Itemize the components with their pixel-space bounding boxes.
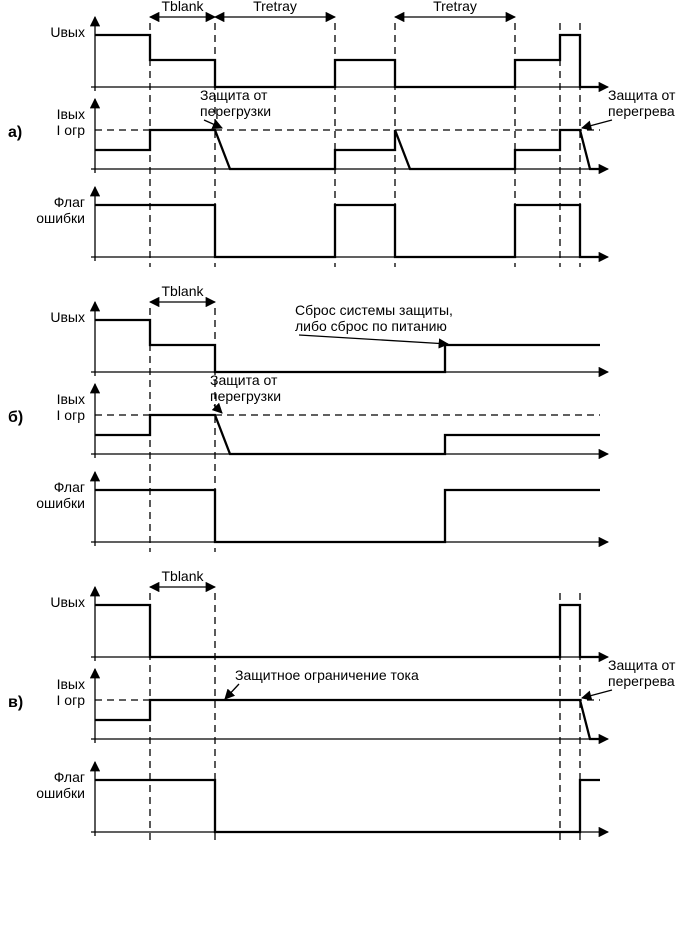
b-i-label: Iвых — [57, 391, 85, 407]
a-u-signal — [95, 35, 600, 87]
panel-label-c: в) — [8, 694, 23, 711]
a-overload-text-0: Защита от — [200, 87, 268, 103]
c-i-signal — [95, 700, 600, 739]
a-overload-arrow — [204, 120, 222, 128]
b-i-label2: I огр — [57, 407, 86, 423]
a-overload-text-1: перегрузки — [200, 103, 271, 119]
c-f-label: Флаг — [54, 769, 85, 785]
c-f-label2: ошибки — [36, 785, 85, 801]
c-ilimit-text-0: Защитное ограничение тока — [235, 667, 419, 683]
a-tblank-label: Tblank — [161, 0, 204, 14]
a-f-label: Флаг — [54, 194, 85, 210]
a-u-label: Uвых — [50, 24, 85, 40]
c-tblank-label: Tblank — [161, 568, 204, 584]
a-tretray-0-label: Tretray — [253, 0, 297, 14]
b-overload-text-0: Защита от — [210, 372, 278, 388]
c-u-label: Uвых — [50, 594, 85, 610]
b-f-signal — [95, 490, 600, 542]
b-reset-arrow — [299, 335, 448, 344]
b-f-label: Флаг — [54, 479, 85, 495]
c-f-signal — [95, 780, 600, 832]
c-i-label2: I огр — [57, 692, 86, 708]
a-f-label2: ошибки — [36, 210, 85, 226]
c-ilimit-arrow — [225, 684, 239, 699]
a-i-label2: I огр — [57, 122, 86, 138]
c-i-label: Iвых — [57, 676, 85, 692]
c-overheat-text-0: Защита от — [608, 657, 676, 673]
a-i-label: Iвых — [57, 106, 85, 122]
b-reset-text-1: либо сброс по питанию — [295, 318, 447, 334]
c-u-signal — [95, 605, 600, 657]
a-i-signal — [95, 130, 600, 169]
b-u-label: Uвых — [50, 309, 85, 325]
b-reset-text-0: Сброс системы защиты, — [295, 302, 453, 318]
panel-label-b: б) — [8, 409, 23, 426]
panel-label-a: а) — [8, 124, 22, 141]
a-overheat-arrow — [582, 120, 612, 128]
a-f-signal — [95, 205, 600, 257]
a-overheat-text-0: Защита от — [608, 87, 676, 103]
b-overload-text-1: перегрузки — [210, 388, 281, 404]
b-tblank-label: Tblank — [161, 283, 204, 299]
b-i-signal — [95, 415, 600, 454]
a-tretray-1-label: Tretray — [433, 0, 477, 14]
c-overheat-arrow — [582, 690, 612, 698]
a-overheat-text-1: перегрева — [608, 103, 675, 119]
b-f-label2: ошибки — [36, 495, 85, 511]
c-overheat-text-1: перегрева — [608, 673, 675, 689]
